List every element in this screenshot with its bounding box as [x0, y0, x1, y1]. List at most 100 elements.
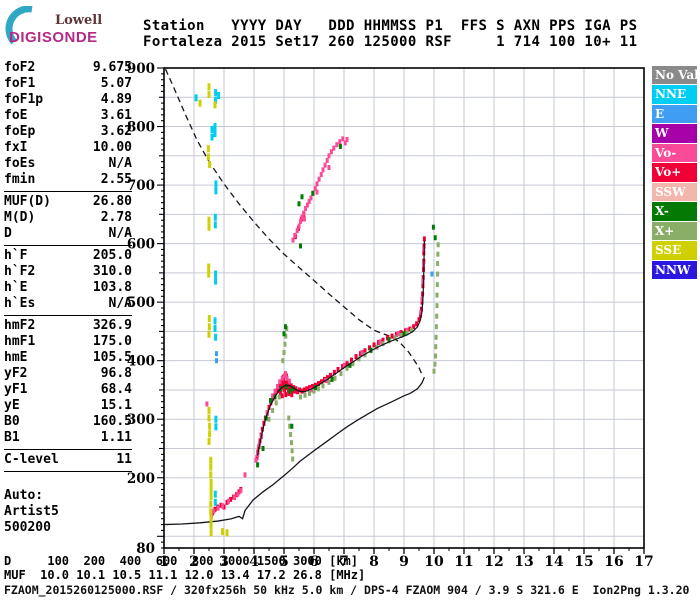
echo-point-x-echo-x+: [327, 379, 331, 385]
echo-point-o-echo-vo-: [305, 202, 309, 208]
echo-point-o-echo-vo-: [257, 442, 261, 448]
echo-point-o-echo-vo+: [283, 387, 287, 393]
echo-point-o-echo-vo+: [296, 389, 299, 395]
echo-point-noise-nne: [214, 89, 218, 97]
echo-point-noise-sse: [209, 515, 213, 523]
echo-point-x-echo-x+: [284, 333, 288, 339]
echo-point-o-echo-vo-: [324, 378, 328, 384]
auto-info-line: 500200: [4, 520, 51, 535]
echo-point-noise-sse: [209, 485, 213, 493]
echo-point-noise-nne: [213, 213, 217, 221]
echo-point-x-echo-x-: [279, 386, 283, 392]
echo-point-x-echo-x+: [405, 330, 409, 336]
legend-item-sse: SSE: [652, 241, 697, 260]
echo-point-o-echo-vo-: [227, 498, 230, 504]
echo-point-x-echo-x+: [312, 388, 316, 394]
echo-point-o-echo-vo+: [422, 266, 425, 272]
echo-point-o-echo-vo+: [421, 291, 425, 297]
echo-point-o-echo-vo+: [222, 504, 226, 510]
autoscaling-info: Auto: Artist5 500200: [4, 488, 132, 536]
x-tick-label: 9: [399, 554, 409, 570]
echo-point-o-echo-vo+: [293, 388, 297, 394]
echo-point-o-echo-vo-: [205, 401, 209, 407]
echo-point-noise-sse: [207, 270, 211, 278]
echo-point-o-echo-vo+: [421, 283, 425, 289]
echo-point-o-echo-vo+: [381, 337, 385, 343]
echo-point-o-echo-vo+: [311, 383, 314, 389]
echo-point-o-echo-vo-: [309, 387, 313, 393]
echo-point-o-echo-vo+: [368, 345, 371, 351]
echo-point-x-echo-x+: [317, 386, 320, 392]
echo-point-noise-nne: [213, 490, 217, 498]
echo-point-o-echo-vo+: [273, 391, 277, 397]
echo-point-noise-sse: [206, 145, 210, 153]
echo-point-x-echo-x+: [375, 344, 379, 350]
param-row-h`F2: h`F2 310.0: [4, 264, 132, 280]
echo-point-x-echo-x+: [351, 361, 355, 367]
echo-point-x-echo-x-: [300, 194, 304, 200]
echo-point-o-echo-vo+: [395, 331, 398, 337]
echo-point-x-echo-x-: [288, 388, 292, 394]
echo-point-o-echo-vo+: [323, 376, 326, 382]
echo-point-x-echo-x-: [256, 462, 260, 468]
echo-point-o-echo-vo+: [292, 385, 296, 391]
echo-point-noise-sse: [207, 414, 211, 422]
logo-digisonde-text: DIGISONDE: [9, 29, 98, 46]
echo-point-x-echo-x+: [283, 341, 287, 347]
echo-point-o-echo-vo+: [417, 317, 421, 323]
echo-point-x-echo-x-: [290, 423, 294, 429]
echo-point-o-echo-vo-: [275, 383, 279, 389]
echo-point-o-echo-vo-: [341, 136, 345, 142]
echo-point-o-echo-vo+: [308, 385, 311, 391]
logo-lowell-text: Lowell: [55, 13, 103, 28]
param-label: h`F: [4, 248, 28, 263]
echo-point-o-echo-vo+: [317, 381, 320, 387]
echo-point-o-echo-vo+: [300, 388, 304, 394]
echo-point-x-echo-x-: [369, 347, 373, 353]
legend-item-e: E: [652, 104, 697, 124]
echo-point-noise-sse: [208, 430, 212, 438]
echo-point-o-echo-vo-: [342, 362, 346, 368]
param-label: C-level: [4, 452, 59, 467]
echo-point-x-echo-x-: [431, 224, 435, 230]
echo-point-noise-sse: [207, 223, 211, 231]
param-value: N/A: [108, 226, 132, 241]
echo-point-o-echo-vo-: [209, 512, 213, 518]
param-value: N/A: [108, 156, 132, 171]
echo-point-x-echo-x+: [369, 348, 373, 354]
param-value: 10.00: [92, 140, 132, 155]
param-row-hmF1: hmF1 175.0: [4, 334, 132, 350]
echo-point-o-echo-vo-: [420, 296, 424, 302]
param-row-hmE: hmE 105.5: [4, 350, 132, 366]
echo-point-noise-nne: [213, 498, 217, 506]
echo-point-o-echo-vo+: [296, 225, 300, 231]
echo-point-o-echo-vo+: [399, 330, 403, 336]
param-label: fxI: [4, 140, 28, 155]
legend-item-w: W: [652, 124, 697, 143]
echo-point-x-echo-x+: [399, 333, 403, 339]
param-row-fmin: fmin 2.55: [4, 172, 132, 188]
echo-point-noise-sse: [207, 90, 211, 98]
param-label: MUF(D): [4, 194, 51, 209]
echo-point-x-echo-x+: [333, 375, 337, 381]
echo-point-o-echo-vo+: [271, 395, 275, 401]
param-row-yF2: yF2 96.8: [4, 366, 132, 382]
echo-point-x-echo-x+: [277, 394, 281, 400]
echo-point-x-echo-x+: [363, 352, 367, 358]
echo-point-x-echo-x+: [308, 390, 311, 396]
echo-point-o-echo-vo+: [288, 385, 292, 391]
x-tick-label: 13: [514, 554, 533, 570]
transmission-curve: [164, 68, 424, 377]
echo-point-x-echo-x+: [433, 361, 437, 367]
echo-point-o-echo-vo-: [396, 331, 400, 337]
echo-point-noise-sse: [208, 161, 212, 169]
echo-point-o-echo-vo+: [408, 326, 412, 332]
echo-point-o-echo-vo+: [284, 385, 288, 391]
param-label: h`F2: [4, 264, 36, 279]
param-row-B1: B1 1.11: [4, 430, 132, 446]
echo-point-noise-nne: [214, 423, 218, 431]
echo-point-o-echo-vo+: [386, 335, 389, 341]
echo-point-x-echo-x-: [299, 243, 302, 249]
echo-point-o-echo-vo+: [421, 275, 425, 281]
